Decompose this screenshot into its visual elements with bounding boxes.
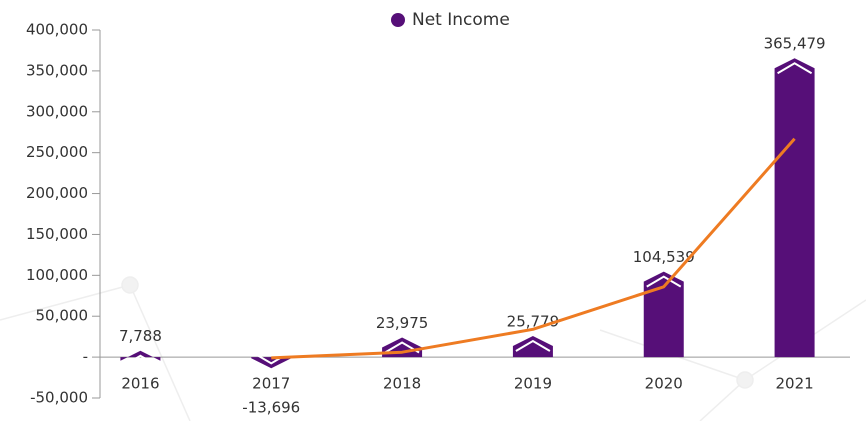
- y-tick-label: 100,000: [26, 266, 88, 284]
- value-label: 365,479: [764, 35, 826, 53]
- value-label: 7,788: [119, 327, 162, 345]
- background-pattern: [0, 276, 866, 421]
- category-label: 2019: [514, 375, 552, 393]
- y-tick-label: 250,000: [26, 143, 88, 161]
- bar-chevron: [122, 354, 158, 367]
- category-label: 2018: [383, 375, 421, 393]
- y-tick-label: 150,000: [26, 225, 88, 243]
- y-tick-label: 350,000: [26, 61, 88, 79]
- bar: [774, 58, 815, 358]
- y-tick-label: 400,000: [26, 21, 88, 39]
- legend-label: Net Income: [412, 10, 510, 30]
- trend-line: [271, 137, 796, 360]
- bar: [512, 336, 553, 358]
- category-label: 2021: [775, 375, 813, 393]
- category-label: 2016: [121, 375, 159, 393]
- y-tick-label: 200,000: [26, 184, 88, 202]
- category-label: 2017: [252, 375, 290, 393]
- category-label: 2020: [645, 375, 683, 393]
- bar-chevron: [777, 62, 813, 75]
- value-label: 23,975: [376, 314, 429, 332]
- value-label: 104,539: [633, 248, 695, 266]
- legend-swatch: [391, 13, 405, 27]
- y-tick-label: 300,000: [26, 102, 88, 120]
- bar-chevron: [646, 275, 682, 288]
- bar: [643, 271, 684, 358]
- bar-chevron: [515, 339, 551, 352]
- y-tick-label: 50,000: [36, 307, 89, 325]
- value-label: -13,696: [242, 399, 300, 417]
- y-tick-label: -50,000: [30, 389, 88, 407]
- y-tick-label: -: [83, 348, 88, 366]
